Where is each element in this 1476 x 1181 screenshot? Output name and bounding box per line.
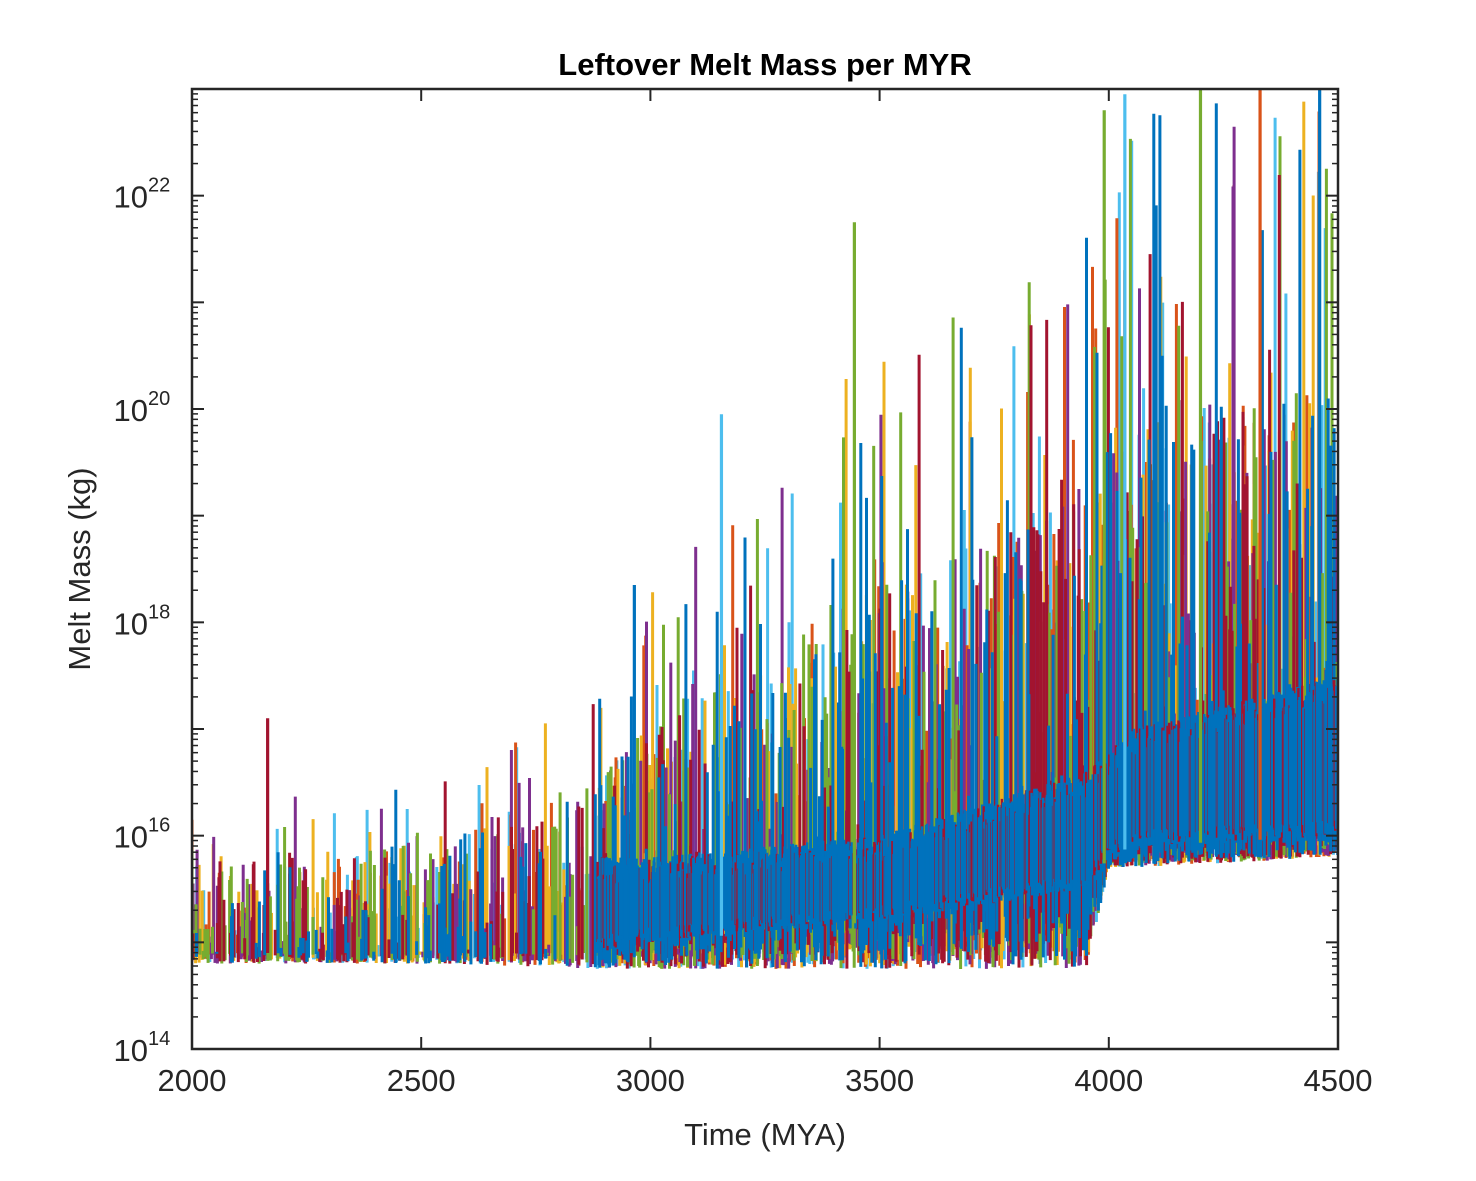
svg-text:18: 18 [148, 601, 170, 623]
y-axis-label: Melt Mass (kg) [62, 467, 97, 670]
y-tick-label: 10 14 [114, 1028, 171, 1068]
notable-spikes [266, 89, 1322, 953]
svg-text:10: 10 [114, 180, 148, 215]
x-tick-label: 3000 [616, 1063, 685, 1098]
svg-text:20: 20 [148, 388, 170, 410]
svg-text:10: 10 [114, 606, 148, 641]
svg-text:16: 16 [148, 815, 170, 837]
x-tick-label: 4000 [1074, 1063, 1143, 1098]
svg-text:10: 10 [114, 1033, 148, 1068]
x-tick-label: 4500 [1304, 1063, 1373, 1098]
x-tick-label: 2000 [158, 1063, 227, 1098]
y-tick-label: 10 18 [114, 601, 171, 641]
chart-title: Leftover Melt Mass per MYR [558, 47, 971, 82]
y-tick-label: 10 22 [114, 175, 171, 215]
x-axis-label: Time (MYA) [684, 1117, 846, 1152]
x-tick-label: 2500 [387, 1063, 456, 1098]
data-traces [192, 89, 1338, 969]
y-tick-label: 10 16 [114, 815, 171, 855]
svg-text:10: 10 [114, 820, 148, 855]
svg-text:10: 10 [114, 393, 148, 428]
y-tick-label: 10 20 [114, 388, 171, 428]
axes-box [190, 87, 1340, 1051]
x-tick-label: 3500 [845, 1063, 914, 1098]
svg-text:14: 14 [148, 1028, 170, 1050]
svg-text:22: 22 [148, 175, 170, 197]
